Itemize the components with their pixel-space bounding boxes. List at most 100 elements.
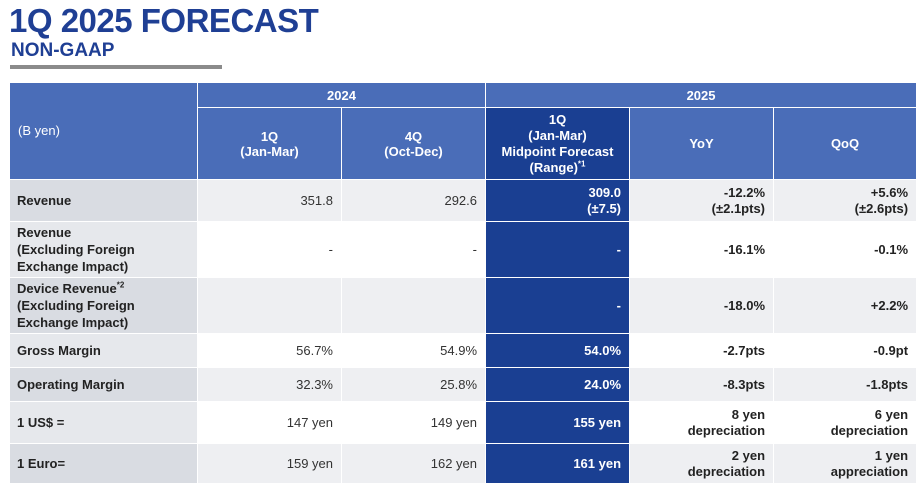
row-label: Operating Margin xyxy=(9,367,198,402)
cell-line: -8.3pts xyxy=(723,376,766,392)
year-2024-header: 2024 xyxy=(196,82,487,108)
cell-line: -12.2% xyxy=(723,184,766,200)
value-4q-2024 xyxy=(340,277,487,334)
cell-line: 161 yen xyxy=(573,455,622,471)
cell-line: appreciation xyxy=(830,463,909,479)
row-label-line: Revenue xyxy=(17,224,197,241)
unit-header-cell: (B yen) xyxy=(9,82,198,180)
row-label-line: (Excluding Foreign xyxy=(17,297,197,314)
cell-line: 54.0% xyxy=(584,342,622,358)
value-4q-2024: - xyxy=(340,221,487,278)
row-label: Gross Margin xyxy=(9,333,198,368)
cell-line: - xyxy=(616,297,622,313)
value-1q-2024: 159 yen xyxy=(197,443,342,484)
value-1q-2025-forecast: 161 yen xyxy=(485,443,631,484)
row-label-text: (Excluding Foreign xyxy=(17,298,135,313)
table-row: Revenue (Excluding Foreign Exchange Impact… xyxy=(9,221,918,278)
value-1q-2025-forecast: 54.0% xyxy=(485,333,631,368)
table-row: 1 Euro= 159 yen 162 yen 161 yen 2 yen depreci… xyxy=(9,443,918,484)
value-yoy: -18.0% xyxy=(629,277,775,334)
row-label: 1 Euro= xyxy=(9,443,198,484)
row-label: Revenue xyxy=(9,179,198,222)
row-label-text: Exchange Impact) xyxy=(17,259,129,274)
row-label: Device Revenue*2 (Excluding Foreign Exchan… xyxy=(9,277,198,334)
row-label-text: 1 Euro= xyxy=(17,456,66,471)
cell-line: depreciation xyxy=(687,422,766,438)
unit-label: (B yen) xyxy=(18,123,60,138)
row-label-line: Revenue xyxy=(17,192,197,209)
cell-line: -0.9pt xyxy=(873,342,909,358)
col-header-line: 1Q xyxy=(548,111,567,127)
footnote-ref-1: *1 xyxy=(577,159,586,169)
col-header-line: (Range)*1 xyxy=(487,159,629,176)
row-label-line: 1 US$ = xyxy=(17,414,197,431)
value-4q-2024: 162 yen xyxy=(340,443,487,484)
row-label-text: Revenue xyxy=(17,225,72,240)
year-2025-header: 2025 xyxy=(485,82,918,108)
col-header-yoy: YoY xyxy=(629,107,775,180)
row-label-text: Revenue xyxy=(17,193,72,208)
cell-line: depreciation xyxy=(830,422,909,438)
table-row: Device Revenue*2 (Excluding Foreign Exchan… xyxy=(9,277,918,334)
col-header-1q-2024: 1Q (Jan-Mar) xyxy=(197,107,342,180)
page-title: 1Q 2025 FORECAST xyxy=(9,2,319,39)
value-1q-2024: 351.8 xyxy=(197,179,342,222)
value-yoy: -8.3pts xyxy=(629,367,775,402)
value-1q-2025-forecast: - xyxy=(485,221,631,278)
cell-line: +5.6% xyxy=(870,184,909,200)
col-header-line: Midpoint Forecast xyxy=(501,143,614,159)
footnote-ref-2: *2 xyxy=(116,280,125,290)
value-qoq: 1 yen appreciation xyxy=(773,443,918,484)
value-4q-2024: 54.9% xyxy=(340,333,487,368)
value-1q-2025-forecast: 155 yen xyxy=(485,401,631,444)
cell-line: -0.1% xyxy=(874,241,909,257)
row-label-text: Exchange Impact) xyxy=(17,315,129,330)
cell-line: 8 yen xyxy=(731,406,766,422)
cell-line: 1 yen xyxy=(874,447,909,463)
range-label: (Range) xyxy=(529,159,578,175)
row-label: Revenue (Excluding Foreign Exchange Impact… xyxy=(9,221,198,278)
cell-line: (±2.1pts) xyxy=(711,200,766,216)
cell-line: - xyxy=(616,241,622,257)
row-label-line: Exchange Impact) xyxy=(17,258,197,275)
cell-line: -1.8pts xyxy=(866,376,909,392)
value-yoy: 8 yen depreciation xyxy=(629,401,775,444)
table-body: Revenue 351.8 292.6 309.0 (±7.5) -12.2% (±2.1p… xyxy=(9,179,918,484)
cell-line: 2 yen xyxy=(731,447,766,463)
value-1q-2024: 147 yen xyxy=(197,401,342,444)
value-4q-2024: 25.8% xyxy=(340,367,487,402)
col-header-line: (Jan-Mar) xyxy=(240,143,299,159)
row-label-text: Gross Margin xyxy=(17,343,101,358)
value-yoy: -12.2% (±2.1pts) xyxy=(629,179,775,222)
row-label-text: Device Revenue xyxy=(17,281,117,296)
col-header-line: 1Q xyxy=(260,128,279,144)
page-subtitle: NON-GAAP xyxy=(11,40,115,61)
title-underline xyxy=(10,65,222,69)
cell-line: -18.0% xyxy=(723,297,766,313)
cell-line: (±7.5) xyxy=(587,200,622,216)
row-label-text: 1 US$ = xyxy=(17,415,65,430)
cell-line: 309.0 xyxy=(588,184,622,200)
value-qoq: -0.9pt xyxy=(773,333,918,368)
cell-line: depreciation xyxy=(687,463,766,479)
col-header-line: (Oct-Dec) xyxy=(384,143,443,159)
cell-line: 24.0% xyxy=(584,376,622,392)
table-row: Gross Margin 56.7% 54.9% 54.0% -2.7pts -0.9pt xyxy=(9,333,918,368)
table-row: Operating Margin 32.3% 25.8% 24.0% -8.3pts -1… xyxy=(9,367,918,402)
period-header-row: 1Q (Jan-Mar) 4Q (Oct-Dec) 1Q (Jan-Mar) M… xyxy=(10,107,918,180)
value-yoy: 2 yen depreciation xyxy=(629,443,775,484)
cell-line: 6 yen xyxy=(874,406,909,422)
forecast-table: (B yen) 2024 2025 1Q (Jan-Mar) 4Q (Oct-D… xyxy=(9,82,918,484)
cell-line: +2.2% xyxy=(870,297,909,313)
row-label-text: Operating Margin xyxy=(17,377,125,392)
value-yoy: -2.7pts xyxy=(629,333,775,368)
value-qoq: 6 yen depreciation xyxy=(773,401,918,444)
cell-line: 155 yen xyxy=(573,414,622,430)
value-1q-2025-forecast: 309.0 (±7.5) xyxy=(485,179,631,222)
table-row: 1 US$ = 147 yen 149 yen 155 yen 8 yen depreci… xyxy=(9,401,918,444)
cell-line: (±2.6pts) xyxy=(854,200,909,216)
row-label-line: (Excluding Foreign xyxy=(17,241,197,258)
col-header-line: (Jan-Mar) xyxy=(528,127,587,143)
row-label-line: 1 Euro= xyxy=(17,455,197,472)
cell-line: -2.7pts xyxy=(723,342,766,358)
